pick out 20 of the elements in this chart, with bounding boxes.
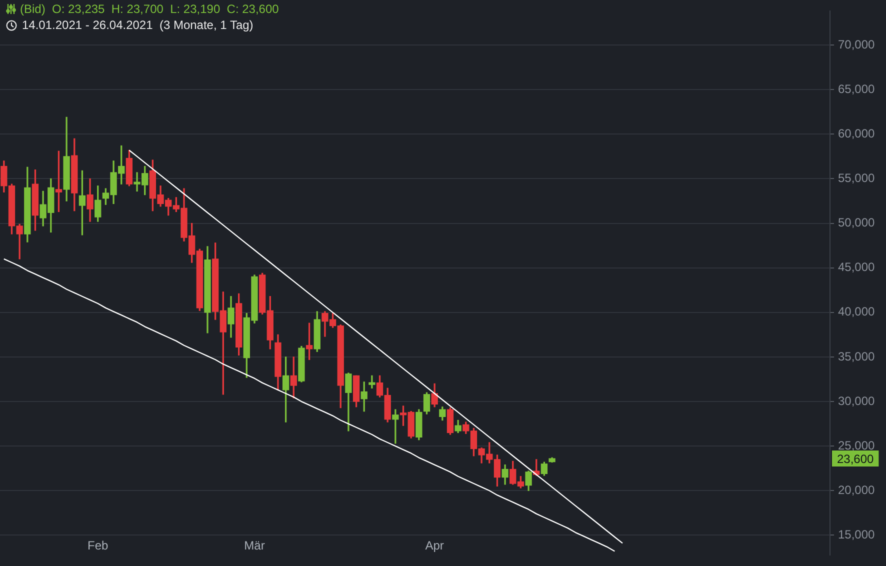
text: 23,600 <box>837 452 874 466</box>
text: 14.01.2021 - 26.04.2021 (3 Monate, 1 Tag) <box>22 18 254 32</box>
chart-title: (Bid) O: 23,235 H: 23,700 L: 23,190 C: 23,600 <box>20 2 279 16</box>
y-tick-label: 20,000 <box>838 482 876 497</box>
candlestick <box>368 375 376 388</box>
y-tick-label: 55,000 <box>838 171 876 186</box>
y-tick-label: 40,000 <box>838 304 876 319</box>
y-tick-label: 65,000 <box>838 82 876 96</box>
x-tick-label: Feb <box>88 538 109 552</box>
y-tick-label: 30,000 <box>838 394 876 408</box>
y-tick-label: 70,000 <box>838 37 876 52</box>
y-tick-label: 15,000 <box>838 528 876 542</box>
y-tick-label: 25,000 <box>838 438 876 452</box>
y-tick-label: 35,000 <box>838 349 876 364</box>
x-tick-label: Apr <box>425 538 444 552</box>
x-tick-label: Mär <box>244 538 265 552</box>
y-tick-label: 50,000 <box>838 216 876 230</box>
y-tick-label: 45,000 <box>838 260 876 274</box>
candlestick <box>392 409 399 444</box>
y-tick-label: 60,000 <box>838 126 876 140</box>
